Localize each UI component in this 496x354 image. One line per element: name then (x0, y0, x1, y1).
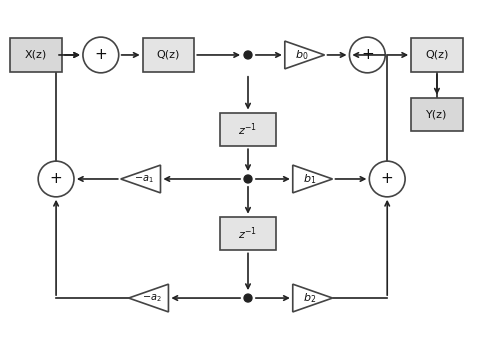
Text: $z^{-1}$: $z^{-1}$ (239, 121, 257, 138)
Text: $-a_2$: $-a_2$ (142, 292, 162, 304)
Text: $b_0$: $b_0$ (295, 48, 308, 62)
FancyBboxPatch shape (411, 38, 463, 72)
Circle shape (244, 175, 252, 183)
Text: $b_1$: $b_1$ (303, 172, 316, 186)
Circle shape (38, 161, 74, 197)
Text: +: + (381, 171, 394, 187)
Circle shape (370, 161, 405, 197)
Polygon shape (293, 284, 332, 312)
FancyBboxPatch shape (220, 217, 276, 250)
Circle shape (244, 51, 252, 59)
Polygon shape (293, 165, 332, 193)
Polygon shape (285, 41, 324, 69)
Text: +: + (50, 171, 62, 187)
Text: $-a_1$: $-a_1$ (134, 173, 154, 185)
Circle shape (244, 294, 252, 302)
FancyBboxPatch shape (220, 113, 276, 146)
Circle shape (349, 37, 385, 73)
Text: Q(z): Q(z) (425, 50, 448, 60)
Circle shape (83, 37, 119, 73)
Text: $b_2$: $b_2$ (303, 291, 316, 305)
Text: +: + (361, 47, 373, 62)
FancyBboxPatch shape (411, 98, 463, 131)
Polygon shape (128, 284, 169, 312)
FancyBboxPatch shape (142, 38, 194, 72)
Polygon shape (121, 165, 161, 193)
Text: X(z): X(z) (25, 50, 47, 60)
Text: $z^{-1}$: $z^{-1}$ (239, 225, 257, 242)
Text: +: + (94, 47, 107, 62)
Text: Y(z): Y(z) (426, 109, 447, 120)
Text: Q(z): Q(z) (157, 50, 180, 60)
FancyBboxPatch shape (10, 38, 62, 72)
